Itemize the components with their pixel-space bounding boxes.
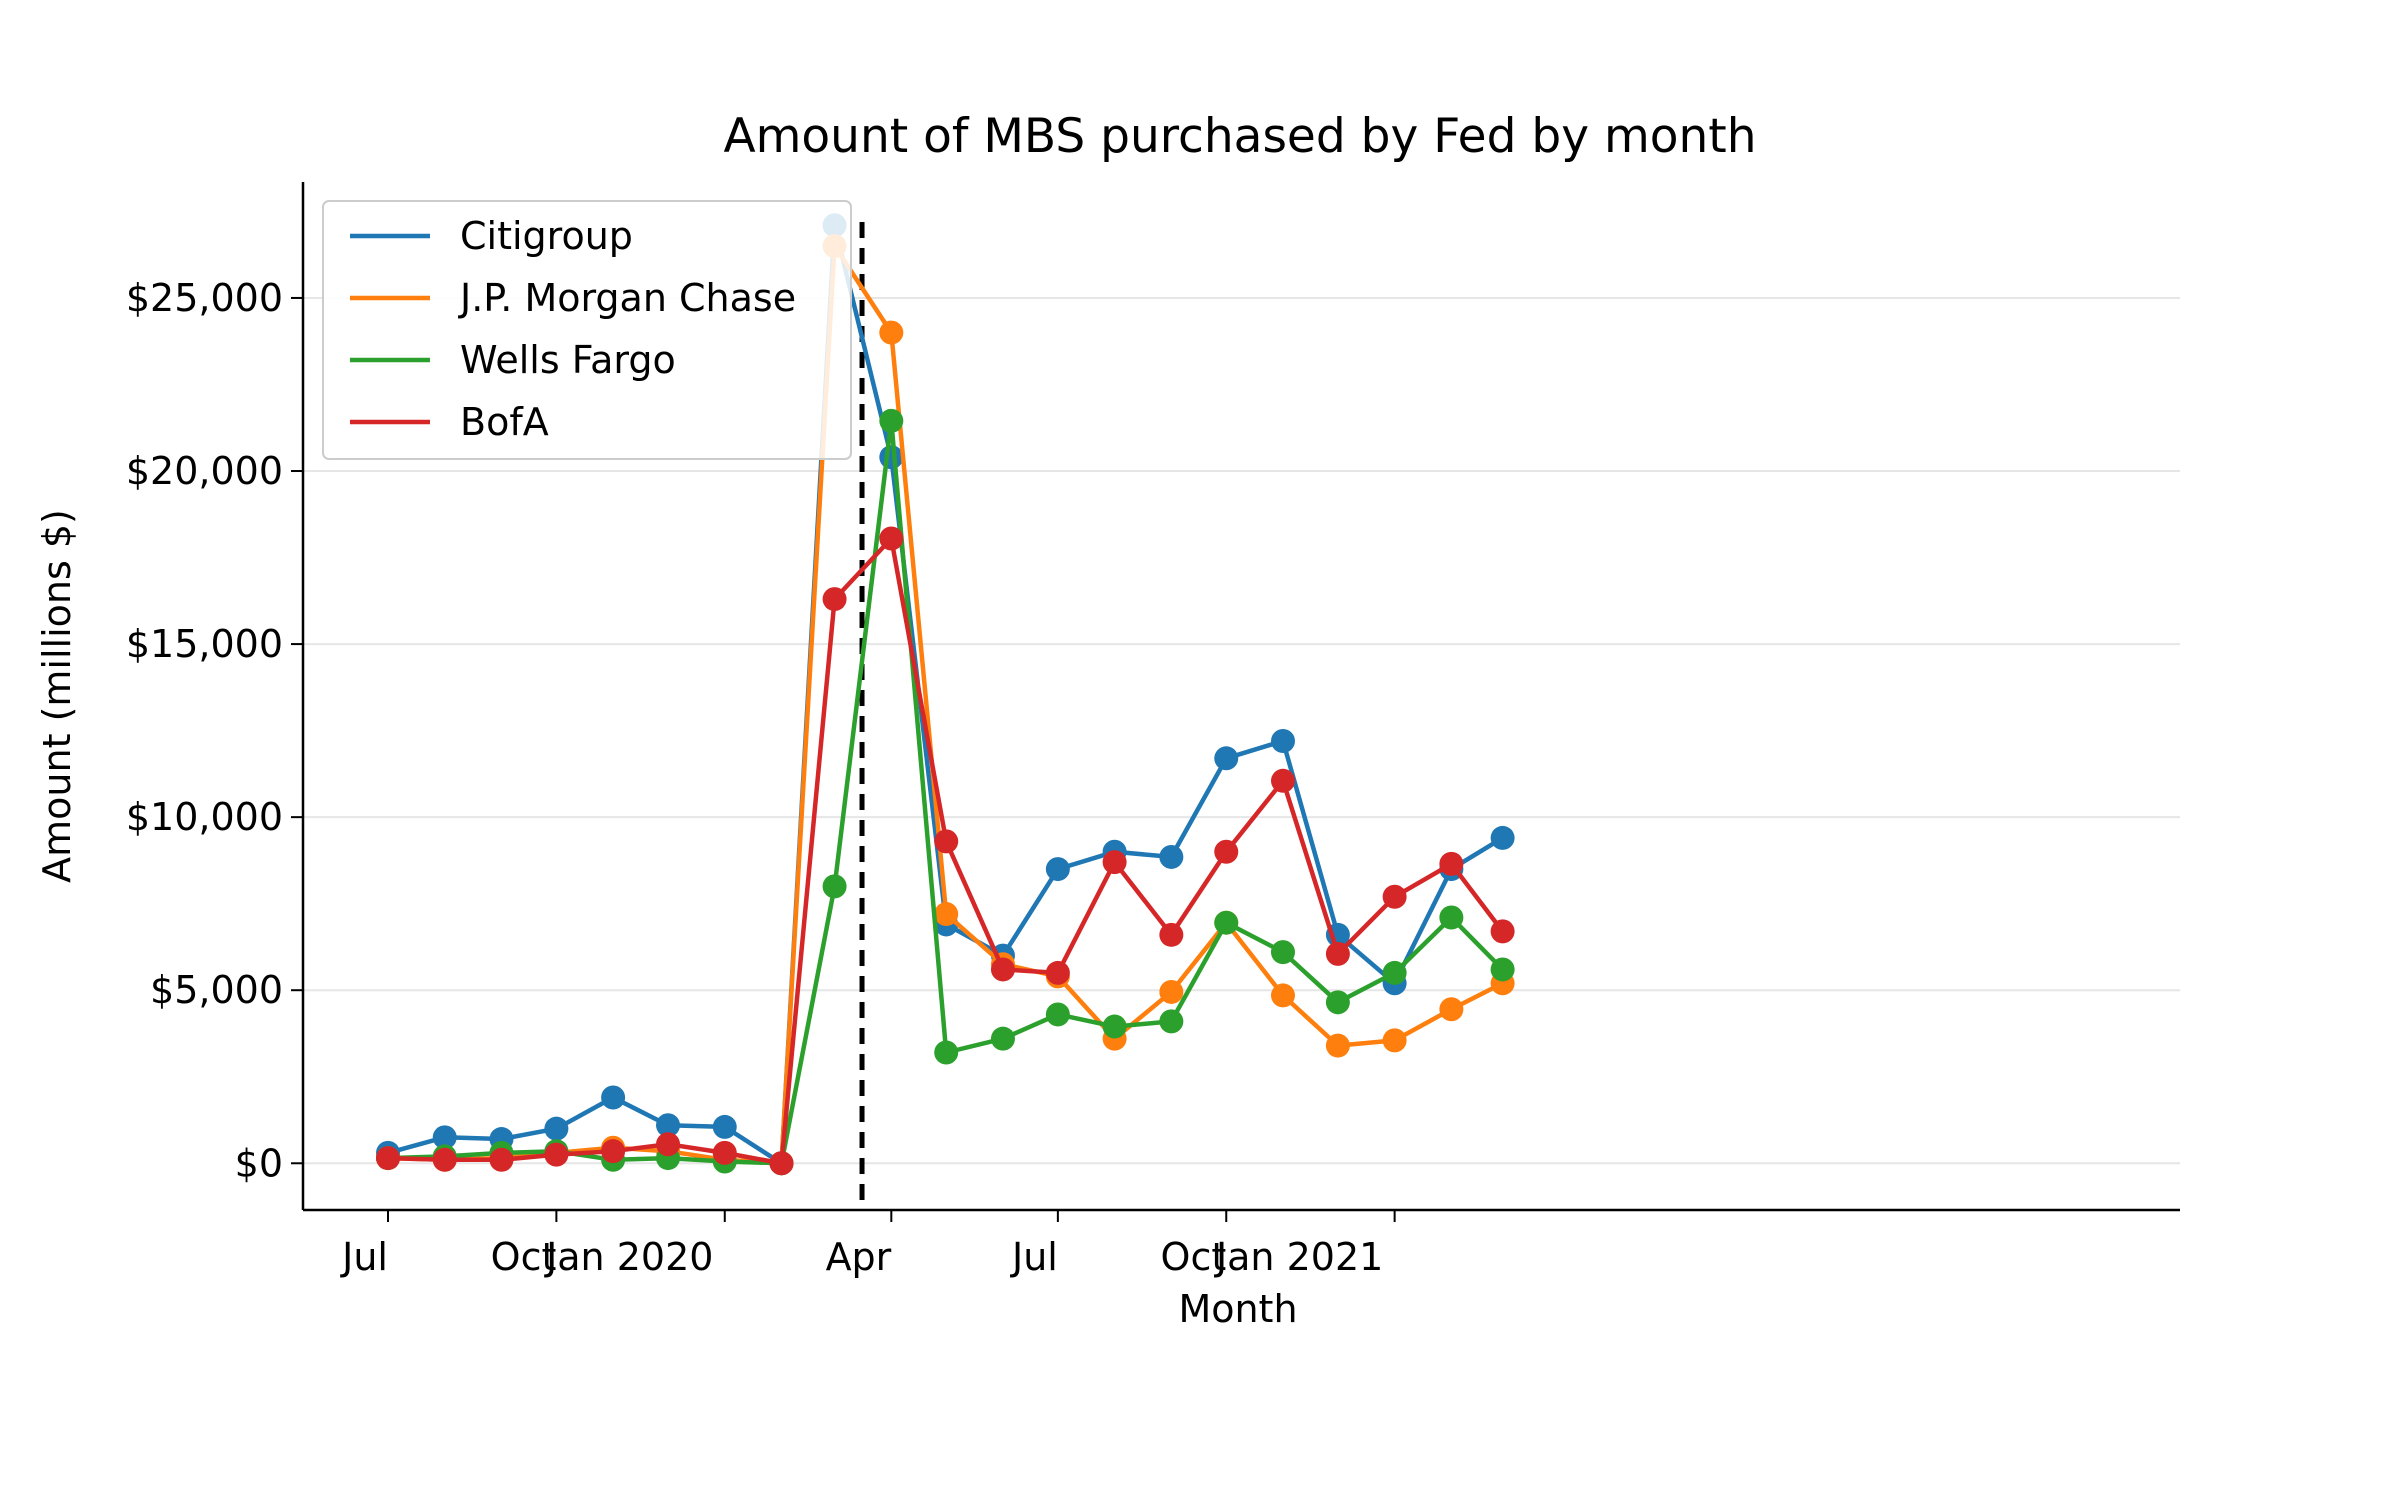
data-point: [432, 1125, 457, 1150]
data-point: [1270, 728, 1295, 753]
legend-label: BofA: [460, 400, 549, 444]
data-point: [489, 1147, 514, 1172]
legend-box: [322, 200, 852, 460]
data-point: [822, 874, 847, 899]
data-point: [934, 829, 959, 854]
legend-item: Wells Fargo: [350, 338, 676, 382]
data-point: [1102, 1014, 1127, 1039]
data-point: [1045, 1002, 1070, 1027]
data-point: [1159, 844, 1184, 869]
y-tick-label: $5,000: [150, 968, 283, 1012]
y-tick-label: $15,000: [126, 622, 283, 666]
data-point: [1382, 884, 1407, 909]
data-point: [712, 1114, 737, 1139]
data-point: [712, 1140, 737, 1165]
y-tick-label: $25,000: [126, 276, 283, 320]
data-point: [990, 1026, 1015, 1051]
data-point: [1439, 997, 1464, 1022]
data-point: [1045, 960, 1070, 985]
series-bofa: [376, 526, 1515, 1176]
legend-item: J.P. Morgan Chase: [350, 276, 796, 320]
data-point: [879, 445, 904, 470]
data-point: [1270, 768, 1295, 793]
data-point: [601, 1139, 626, 1164]
data-point: [934, 1040, 959, 1065]
x-tick-label: Jul: [1010, 1235, 1058, 1279]
y-tick-label: $0: [235, 1141, 283, 1185]
legend-label: J.P. Morgan Chase: [458, 276, 796, 320]
ticks: $0 $5,000 $10,000 $15,000 $20,000 $25,000 Jul O…: [126, 276, 1396, 1279]
data-point: [822, 587, 847, 612]
data-point: [1325, 1033, 1350, 1058]
data-point: [1325, 941, 1350, 966]
data-point: [1490, 919, 1515, 944]
data-point: [656, 1132, 681, 1157]
legend-item: BofA: [350, 400, 549, 444]
data-point: [544, 1142, 569, 1167]
data-point: [544, 1116, 569, 1141]
data-point: [1490, 825, 1515, 850]
x-tick-label: Jul: [340, 1235, 388, 1279]
data-point: [1270, 940, 1295, 965]
legend-label: Citigroup: [460, 214, 633, 258]
data-point: [432, 1147, 457, 1172]
x-tick-label: Oct: [491, 1235, 557, 1279]
data-point: [1382, 960, 1407, 985]
data-point: [1045, 857, 1070, 882]
series-wells-fargo: [376, 408, 1515, 1176]
legend-item: Citigroup: [350, 214, 633, 258]
data-point: [1382, 1028, 1407, 1053]
data-point: [656, 1113, 681, 1138]
data-point: [934, 902, 959, 927]
data-point: [1159, 922, 1184, 947]
data-point: [1214, 839, 1239, 864]
data-point: [376, 1146, 400, 1171]
chart-title: Amount of MBS purchased by Fed by month: [723, 109, 1756, 164]
x-tick-label: Jan 2020: [544, 1235, 713, 1279]
y-axis-label: Amount (millions $): [35, 509, 79, 883]
data-point: [1214, 746, 1239, 771]
data-point: [1270, 983, 1295, 1008]
y-tick-label: $10,000: [126, 795, 283, 839]
data-point: [879, 320, 904, 345]
data-point: [1159, 979, 1184, 1004]
data-point: [1490, 957, 1515, 982]
data-point: [879, 408, 904, 433]
data-point: [1325, 990, 1350, 1015]
legend-label: Wells Fargo: [460, 338, 676, 382]
data-point: [1439, 851, 1464, 876]
data-point: [601, 1085, 626, 1110]
data-point: [1439, 905, 1464, 930]
legend: Citigroup J.P. Morgan Chase Wells Fargo Bof…: [322, 200, 852, 460]
axes: [301, 182, 2180, 1212]
data-point: [1214, 910, 1239, 935]
data-point: [769, 1151, 794, 1176]
data-point: [990, 957, 1015, 982]
data-point: [1159, 1009, 1184, 1034]
y-tick-label: $20,000: [126, 449, 283, 493]
x-tick-label: Apr: [826, 1235, 892, 1279]
data-point: [879, 526, 904, 551]
series-group: [376, 213, 1515, 1176]
data-point: [1102, 850, 1127, 875]
x-axis-label: Month: [1178, 1287, 1297, 1331]
x-tick-label: Oct: [1161, 1235, 1227, 1279]
x-tick-label: Jan 2021: [1214, 1235, 1383, 1279]
